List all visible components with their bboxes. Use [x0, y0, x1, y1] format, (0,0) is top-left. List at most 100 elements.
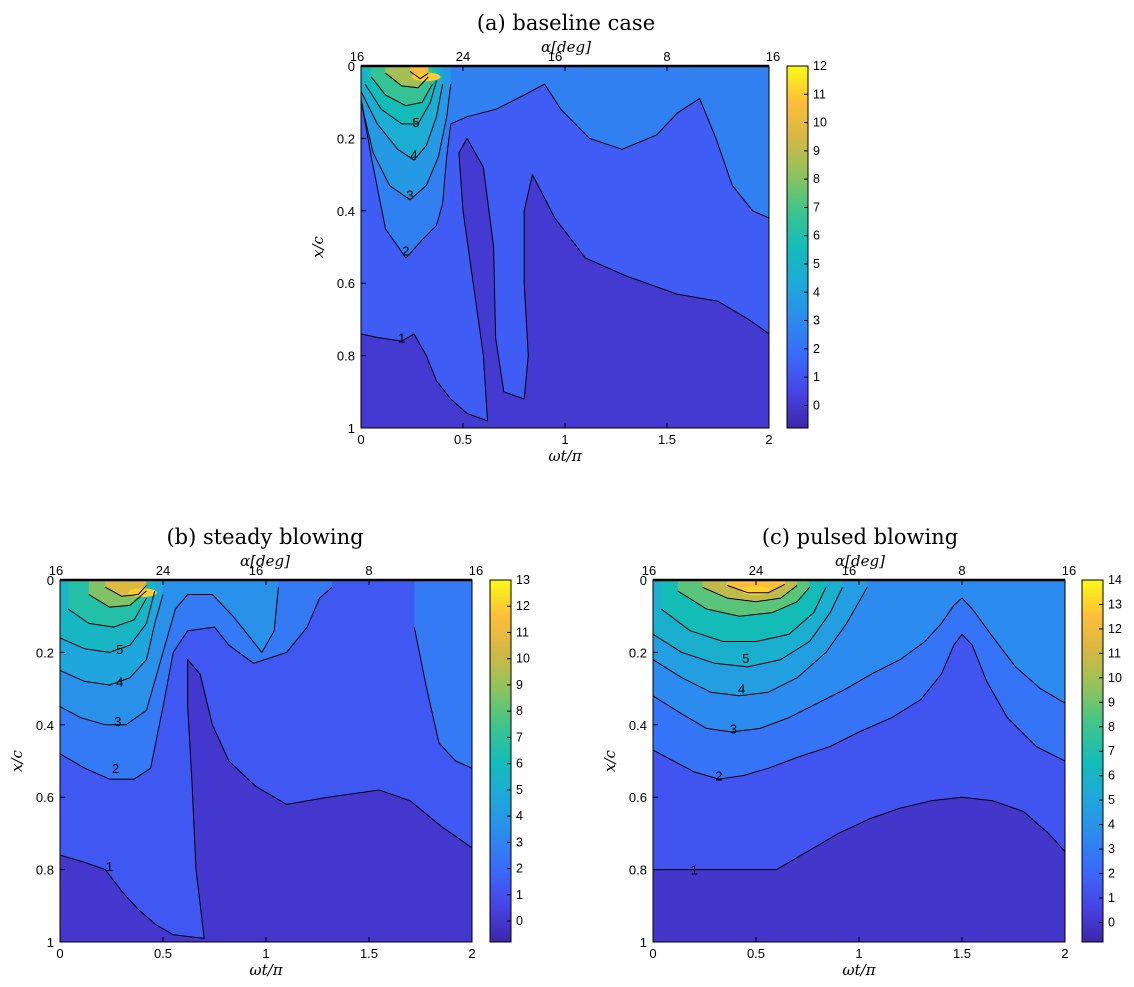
- contour-line-8: [385, 72, 429, 89]
- x-tick-label: 1.5: [953, 946, 971, 961]
- colorbar-tick-label: 12: [516, 599, 530, 613]
- x-tick-label: 2: [1061, 946, 1068, 961]
- contour-line-3: [60, 587, 279, 726]
- y-tick-label: 1: [348, 421, 355, 436]
- colorbar-tick-label: 4: [516, 809, 523, 823]
- contour-line-1: [60, 659, 472, 939]
- contour-label: 4: [116, 674, 123, 689]
- y-tick-label: 0: [640, 573, 647, 588]
- x-tick-label: 1.5: [658, 432, 676, 447]
- colorbar-tick-label: 0: [1108, 915, 1115, 929]
- x-tick-label: 0.5: [154, 946, 172, 961]
- colorbar-tick-label: 9: [813, 144, 820, 158]
- contour-line-5: [60, 590, 156, 653]
- contour-fill-12: [727, 580, 785, 593]
- y-tick-label: 0.8: [36, 863, 54, 878]
- contour-line-2: [361, 83, 769, 259]
- top-tick-label: 16: [469, 563, 483, 578]
- x-axis-label: ωt/π: [842, 961, 876, 979]
- colorbar-tick-label: 11: [813, 87, 826, 101]
- colorbar-tick-label: 10: [1108, 671, 1122, 685]
- contour-label: 5: [116, 642, 123, 657]
- x-tick-label: 0: [56, 946, 63, 961]
- contour-line-12: [727, 583, 786, 594]
- colorbar-tick-label: 10: [516, 652, 530, 666]
- top-tick-label: 16: [842, 563, 856, 578]
- y-tick-label: 0.6: [337, 276, 355, 291]
- colorbar: [489, 579, 512, 943]
- contour-label: 1: [691, 863, 698, 878]
- colorbar-tick-label: 11: [516, 625, 529, 639]
- colorbar-tick-label: 5: [1108, 793, 1115, 807]
- top-tick-label: 8: [958, 563, 965, 578]
- contour-line-4: [653, 586, 868, 697]
- plot-area: [60, 580, 472, 942]
- contour-line-6: [370, 76, 433, 107]
- y-tick-label: 0.2: [36, 645, 54, 660]
- colorbar-tick-label: 7: [813, 200, 820, 214]
- x-tick-label: 0: [649, 946, 656, 961]
- contour-line-4: [361, 84, 444, 161]
- x-axis-label: ωt/π: [249, 961, 283, 979]
- contour-line-10: [409, 70, 429, 80]
- colorbar-tick-label: 8: [813, 172, 820, 186]
- top-tick-label: 24: [456, 49, 470, 64]
- contour-label: 2: [715, 768, 722, 783]
- top-axis-label: α[deg]: [835, 552, 885, 570]
- plot-area: [653, 580, 1065, 942]
- colorbar-tick-label: 4: [1108, 818, 1115, 832]
- colorbar-tick-label: 0: [516, 914, 523, 928]
- y-axis-label: x/c: [309, 235, 327, 258]
- x-tick-label: 0.5: [454, 432, 472, 447]
- colorbar-tick-label: 1: [1108, 891, 1115, 905]
- y-tick-label: 0.4: [629, 718, 647, 733]
- top-tick-label: 16: [766, 49, 780, 64]
- top-tick-label: 16: [1062, 563, 1076, 578]
- colorbar-tick-label: 12: [1108, 622, 1122, 636]
- y-tick-label: 0.2: [629, 645, 647, 660]
- x-tick-label: 1: [855, 946, 862, 961]
- chart-title: (b) steady blowing: [166, 525, 363, 549]
- top-axis-label: α[deg]: [240, 552, 290, 570]
- contour-line-2: [60, 586, 333, 780]
- colorbar-tick-label: 1: [813, 370, 820, 384]
- colorbar-tick-label: 9: [1108, 695, 1115, 709]
- colorbar: [786, 65, 809, 429]
- contour-fill-2: [361, 66, 769, 258]
- y-tick-label: 0: [348, 59, 355, 74]
- x-axis-label: ωt/π: [548, 447, 582, 465]
- top-tick-label: 8: [663, 49, 670, 64]
- chart-title: (a) baseline case: [477, 11, 655, 35]
- colorbar-tick-label: 0: [813, 398, 820, 412]
- chart-title: (c) pulsed blowing: [762, 525, 958, 549]
- contour-label: 5: [742, 651, 749, 666]
- colorbar-tick-label: 1: [516, 888, 523, 902]
- contour-line-8: [88, 590, 147, 608]
- low-region: [60, 659, 472, 942]
- hot-spot: [741, 586, 771, 596]
- colorbar-tick-label: 14: [1108, 573, 1122, 587]
- colorbar-tick-label: 2: [1108, 867, 1115, 881]
- colorbar-tick-label: 2: [813, 342, 820, 356]
- x-tick-label: 1.5: [360, 946, 378, 961]
- contour-line-10: [702, 585, 798, 603]
- contour-label: 2: [112, 761, 119, 776]
- contour-fill-2: [414, 580, 472, 769]
- top-axis-label: α[deg]: [541, 38, 591, 56]
- contour-label: 3: [730, 721, 737, 736]
- colorbar-tick-label: 4: [813, 285, 820, 299]
- colorbar-tick-label: 5: [813, 257, 820, 271]
- colorbar-tick-label: 5: [516, 783, 523, 797]
- contour-line-6: [67, 597, 147, 628]
- y-tick-label: 1: [47, 935, 54, 950]
- y-tick-label: 0.6: [36, 790, 54, 805]
- colorbar-tick-label: 6: [1108, 769, 1115, 783]
- y-tick-label: 0: [47, 573, 54, 588]
- contour-label: 5: [412, 115, 419, 130]
- y-tick-label: 0.2: [337, 131, 355, 146]
- colorbar-tick-label: 6: [813, 229, 820, 243]
- colorbar-tick-label: 8: [516, 704, 523, 718]
- contour-label: 4: [410, 148, 417, 163]
